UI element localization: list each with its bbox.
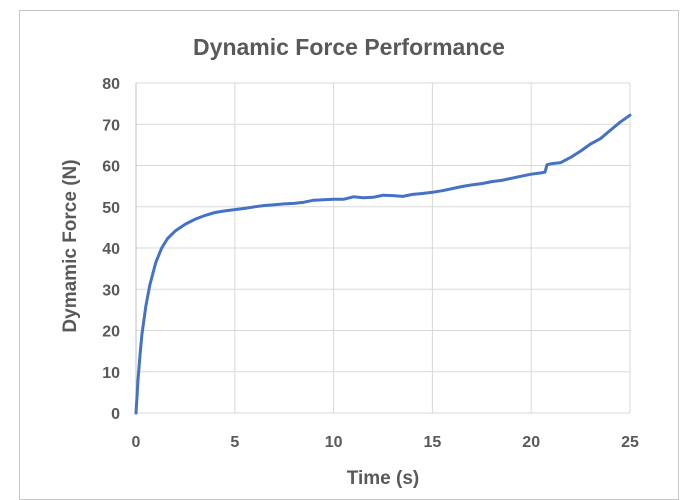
y-axis-label: Dymamic Force (N) xyxy=(60,159,81,332)
chart-title: Dynamic Force Performance xyxy=(193,34,505,60)
x-tick-label-0: 0 xyxy=(132,434,141,451)
y-tick-labels: 0 10 20 30 40 50 60 70 80 xyxy=(102,76,120,423)
y-tick-label-20: 20 xyxy=(102,324,120,341)
x-tick-label-5: 5 xyxy=(230,434,239,451)
y-tick-label-0: 0 xyxy=(111,406,120,423)
x-axis-label: Time (s) xyxy=(347,468,420,488)
y-tick-label-10: 10 xyxy=(102,365,120,382)
gridlines xyxy=(135,82,631,414)
series-line-1 xyxy=(134,113,632,415)
x-tick-label-15: 15 xyxy=(424,434,442,451)
y-tick-label-30: 30 xyxy=(102,282,120,299)
line-chart: Dynamic Force Performance 01020304050607… xyxy=(60,34,639,488)
y-tick-label-50: 50 xyxy=(102,200,120,217)
chart-frame xyxy=(19,10,679,500)
y-tick-label-80: 80 xyxy=(102,76,120,93)
x-tick-label-10: 10 xyxy=(325,434,343,451)
x-tick-labels: 0 5 10 15 20 25 xyxy=(132,434,639,451)
y-tick-label-70: 70 xyxy=(102,117,120,134)
y-tick-label-40: 40 xyxy=(102,241,120,258)
series-group xyxy=(134,113,632,415)
x-tick-label-20: 20 xyxy=(522,434,540,451)
y-tick-label-60: 60 xyxy=(102,159,120,176)
x-tick-label-25: 25 xyxy=(621,434,639,451)
